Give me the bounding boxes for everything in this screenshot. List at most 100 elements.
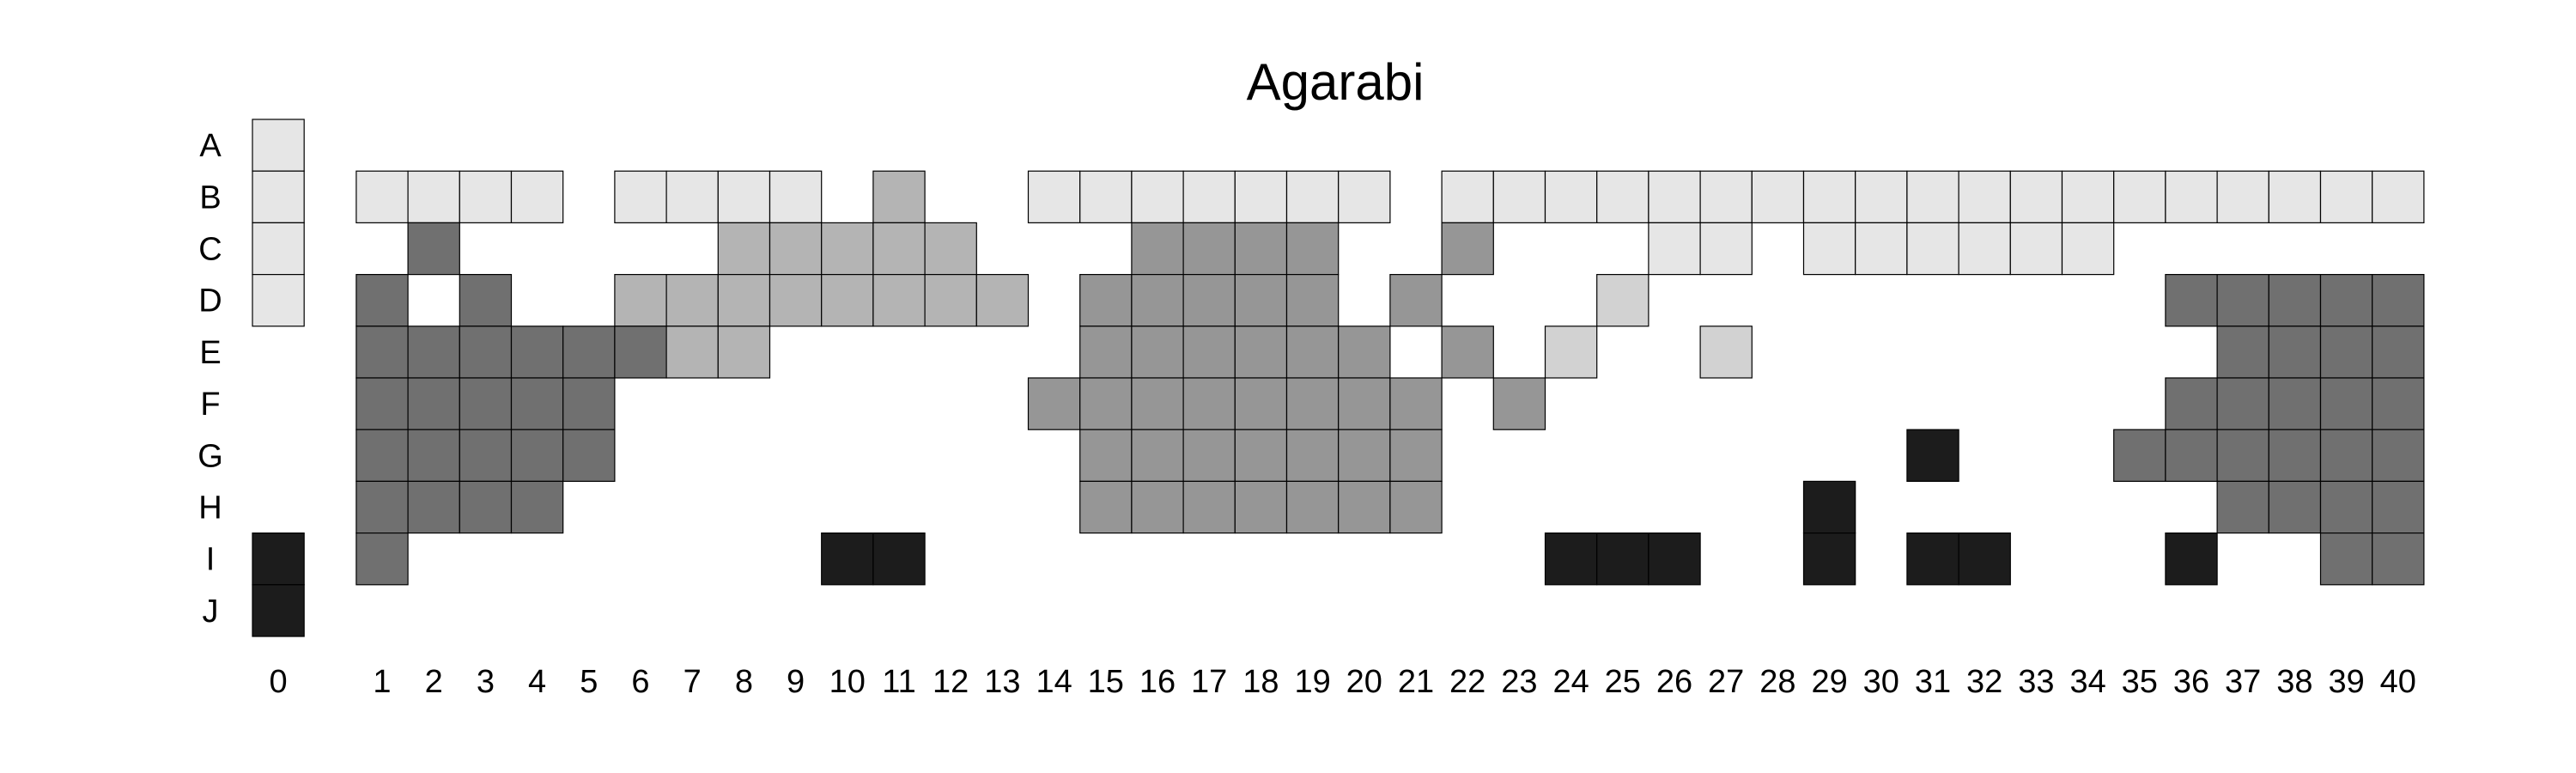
heatmap-cell-B-20 [1338, 170, 1391, 223]
heatmap-cell-E-16 [1131, 326, 1184, 379]
heatmap-cell-H-20 [1338, 480, 1391, 534]
heatmap-cell-G-2 [407, 429, 460, 483]
heatmap-cell-G-31 [1906, 429, 1959, 483]
heatmap-cell-E-2 [407, 326, 460, 379]
column-label-20: 20 [1346, 664, 1382, 700]
heatmap-cell-D-25 [1596, 274, 1649, 327]
heatmap-cell-H-39 [2319, 480, 2373, 534]
heatmap-cell-G-1 [355, 429, 409, 483]
heatmap-cell-E-18 [1234, 326, 1288, 379]
heatmap-cell-H-2 [407, 480, 460, 534]
heatmap-cell-G-40 [2372, 429, 2425, 483]
row-label-E: E [199, 335, 221, 371]
heatmap-cell-I-25 [1596, 532, 1649, 586]
column-label-4: 4 [528, 664, 546, 700]
heatmap-cell-B-7 [665, 170, 719, 223]
column-label-22: 22 [1449, 664, 1485, 700]
heatmap-cell-F-3 [459, 377, 513, 430]
column-label-33: 33 [2018, 664, 2054, 700]
heatmap-cell-E-7 [665, 326, 719, 379]
heatmap-cell-D-11 [872, 274, 926, 327]
heatmap-cell-C-33 [2009, 222, 2063, 276]
heatmap-cell-B-9 [769, 170, 823, 223]
heatmap-cell-F-23 [1492, 377, 1546, 430]
heatmap-cell-B-0 [252, 170, 305, 223]
row-label-J: J [203, 593, 219, 630]
heatmap-cell-D-40 [2372, 274, 2425, 327]
heatmap-cell-B-37 [2216, 170, 2269, 223]
column-label-26: 26 [1656, 664, 1692, 700]
heatmap-cell-F-14 [1027, 377, 1081, 430]
heatmap-cell-I-31 [1906, 532, 1959, 586]
heatmap-cell-H-29 [1802, 480, 1856, 534]
heatmap-cell-H-16 [1131, 480, 1184, 534]
heatmap-cell-E-1 [355, 326, 409, 379]
heatmap-cell-D-36 [2165, 274, 2218, 327]
heatmap-cell-D-37 [2216, 274, 2269, 327]
heatmap-cell-G-18 [1234, 429, 1288, 483]
column-label-19: 19 [1294, 664, 1330, 700]
column-label-2: 2 [425, 664, 443, 700]
heatmap-cell-D-38 [2268, 274, 2322, 327]
heatmap-cell-B-39 [2319, 170, 2373, 223]
heatmap-cell-B-19 [1285, 170, 1340, 223]
column-label-28: 28 [1759, 664, 1795, 700]
heatmap-cell-F-21 [1389, 377, 1443, 430]
heatmap-cell-C-19 [1285, 222, 1340, 276]
heatmap-cell-B-3 [459, 170, 513, 223]
heatmap-cell-D-7 [665, 274, 719, 327]
column-label-24: 24 [1552, 664, 1589, 700]
column-label-30: 30 [1863, 664, 1899, 700]
heatmap-cell-J-0 [252, 584, 305, 637]
heatmap-cell-F-38 [2268, 377, 2322, 430]
heatmap-cell-B-22 [1441, 170, 1494, 223]
row-label-I: I [206, 542, 216, 578]
heatmap-cell-E-22 [1441, 326, 1494, 379]
heatmap-cell-B-1 [355, 170, 409, 223]
column-label-0: 0 [270, 664, 288, 700]
heatmap-cell-I-10 [821, 532, 874, 586]
heatmap-cell-C-22 [1441, 222, 1494, 276]
heatmap-cell-F-18 [1234, 377, 1288, 430]
column-label-14: 14 [1036, 664, 1072, 700]
column-label-15: 15 [1088, 664, 1124, 700]
column-label-3: 3 [477, 664, 495, 700]
heatmap-cell-B-38 [2268, 170, 2322, 223]
column-label-35: 35 [2122, 664, 2158, 700]
heatmap-cell-F-37 [2216, 377, 2269, 430]
row-label-H: H [198, 490, 222, 526]
column-label-36: 36 [2173, 664, 2209, 700]
heatmap-cell-E-19 [1285, 326, 1340, 379]
heatmap-cell-D-15 [1079, 274, 1133, 327]
column-label-31: 31 [1915, 664, 1951, 700]
heatmap-cell-G-39 [2319, 429, 2373, 483]
heatmap-cell-D-21 [1389, 274, 1443, 327]
heatmap-cell-G-4 [510, 429, 564, 483]
heatmap-cells [252, 119, 2425, 637]
heatmap-cell-D-18 [1234, 274, 1288, 327]
heatmap-cell-C-27 [1699, 222, 1753, 276]
heatmap-cell-B-36 [2165, 170, 2218, 223]
heatmap-cell-F-40 [2372, 377, 2425, 430]
heatmap-cell-H-19 [1285, 480, 1340, 534]
heatmap-cell-B-40 [2372, 170, 2425, 223]
row-label-B: B [199, 180, 221, 216]
heatmap-cell-C-32 [1958, 222, 2011, 276]
column-label-21: 21 [1398, 664, 1434, 700]
heatmap-cell-B-35 [2113, 170, 2166, 223]
heatmap-cell-B-15 [1079, 170, 1133, 223]
column-label-7: 7 [683, 664, 702, 700]
heatmap-cell-F-1 [355, 377, 409, 430]
heatmap-cell-E-17 [1182, 326, 1236, 379]
heatmap-cell-B-11 [872, 170, 926, 223]
heatmap-cell-G-5 [562, 429, 616, 483]
column-label-32: 32 [1966, 664, 2002, 700]
heatmap-cell-A-0 [252, 119, 305, 172]
heatmap-cell-H-37 [2216, 480, 2269, 534]
heatmap-cell-D-6 [614, 274, 667, 327]
heatmap-cell-C-16 [1131, 222, 1184, 276]
column-label-12: 12 [933, 664, 969, 700]
heatmap-cell-E-39 [2319, 326, 2373, 379]
heatmap-cell-F-17 [1182, 377, 1236, 430]
heatmap-cell-E-24 [1544, 326, 1598, 379]
